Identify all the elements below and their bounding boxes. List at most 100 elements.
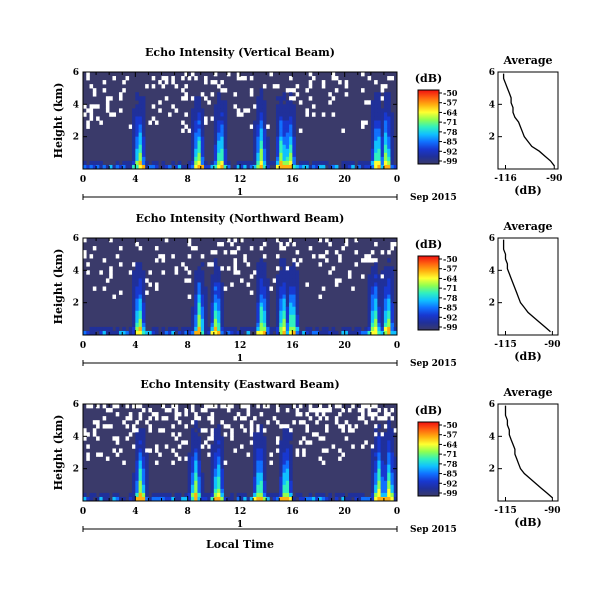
heatmap-cell (220, 322, 224, 328)
heatmap-cell (96, 436, 100, 441)
heatmap-cell (292, 156, 296, 162)
heatmap-cell (138, 108, 143, 113)
heatmap-cell (383, 112, 388, 117)
heatmap-cell (338, 424, 342, 429)
heatmap-cell (361, 124, 365, 129)
heatmap-cell (289, 120, 293, 125)
heatmap-cell (285, 310, 290, 316)
heatmap-cell (197, 444, 202, 449)
heatmap-cell (256, 444, 260, 449)
heatmap-cell (377, 452, 381, 457)
heatmap-cell (344, 80, 349, 85)
heatmap-cell (338, 448, 342, 453)
heatmap-cell (289, 238, 293, 243)
heatmap-cell (161, 492, 166, 498)
heatmap-cell (305, 88, 309, 93)
heatmap-cell (377, 112, 381, 117)
heatmap-cell (344, 436, 349, 441)
heatmap-cell (184, 266, 188, 271)
heatmap-cell (154, 160, 159, 166)
heatmap-cell (361, 160, 365, 166)
heatmap-cell (141, 278, 146, 283)
heatmap-cell (387, 104, 391, 109)
heatmap-cell (275, 160, 280, 166)
heatmap-cell (370, 488, 375, 494)
heatmap-cell (387, 156, 391, 162)
heatmap-cell (190, 460, 195, 465)
heatmap-cell (377, 456, 381, 461)
heatmap-cell (289, 132, 293, 137)
heatmap-cell (223, 132, 228, 137)
heatmap-cell (259, 468, 264, 474)
heatmap-cell (285, 444, 290, 449)
heatmap-cell (387, 286, 391, 291)
heatmap-cell (253, 136, 257, 142)
heatmap-cell (210, 472, 215, 478)
heatmap-cell (200, 302, 205, 308)
heatmap-cell (243, 76, 247, 81)
heatmap-cell (233, 258, 238, 263)
heatmap-cell (259, 326, 264, 332)
heatmap-cell (161, 416, 166, 421)
heatmap-cell (341, 160, 345, 166)
heatmap-cell (220, 294, 224, 299)
heatmap-cell (154, 164, 159, 170)
heatmap-cell (282, 468, 287, 474)
heatmap-cell (308, 492, 313, 498)
heatmap-cell (115, 452, 120, 457)
heatmap-cell (377, 104, 381, 109)
heatmap-cell (262, 318, 267, 324)
heatmap-cell (308, 96, 313, 101)
heatmap-cell (282, 156, 287, 162)
heatmap-cell (285, 148, 290, 154)
heatmap-cell (197, 286, 202, 291)
heatmap-cell (361, 274, 365, 279)
heatmap-cell (275, 420, 280, 425)
heatmap-cell (292, 160, 296, 166)
heatmap-cell (259, 294, 264, 299)
heatmap-cell (138, 100, 143, 105)
heatmap-cell (135, 460, 139, 465)
heatmap-cell (197, 152, 202, 158)
heatmap-cell (311, 104, 316, 109)
heatmap-cell (89, 108, 94, 113)
heatmap-cell (194, 306, 198, 312)
heatmap-cell (223, 330, 228, 336)
x-tick-label: 16 (286, 507, 299, 517)
heatmap-cell (279, 492, 283, 498)
heatmap-cell (370, 468, 375, 474)
heatmap-cell (220, 488, 224, 494)
heatmap-cell (204, 314, 208, 320)
heatmap-cell (213, 404, 218, 409)
heatmap-cell (298, 100, 303, 105)
heatmap-cell (210, 286, 215, 291)
heatmap-cell (200, 270, 205, 275)
heatmap-cell (83, 104, 87, 109)
heatmap-cell (220, 80, 224, 85)
heatmap-cell (220, 282, 224, 287)
heatmap-cell (285, 452, 290, 457)
heatmap-cell (161, 326, 166, 332)
heatmap-cell (204, 160, 208, 166)
heatmap-cell (380, 444, 385, 449)
heatmap-cell (200, 164, 205, 170)
heatmap-cell (197, 282, 202, 287)
heatmap-cell (220, 112, 224, 117)
heatmap-cell (210, 468, 215, 474)
heatmap-cell (298, 440, 303, 445)
heatmap-cell (390, 152, 395, 158)
heatmap-cell (387, 318, 391, 324)
heatmap-cell (253, 160, 257, 166)
heatmap-cell (256, 108, 260, 113)
heatmap-cell (92, 432, 97, 437)
heatmap-cell (223, 156, 228, 162)
heatmap-cell (383, 416, 388, 421)
heatmap-cell (331, 330, 336, 336)
heatmap-cell (374, 124, 378, 129)
heatmap-cell (220, 468, 224, 474)
heatmap-cell (357, 160, 362, 166)
heatmap-cell (249, 124, 254, 129)
heatmap-cell (177, 432, 182, 437)
heatmap-cell (217, 290, 221, 295)
heatmap-cell (289, 140, 293, 146)
